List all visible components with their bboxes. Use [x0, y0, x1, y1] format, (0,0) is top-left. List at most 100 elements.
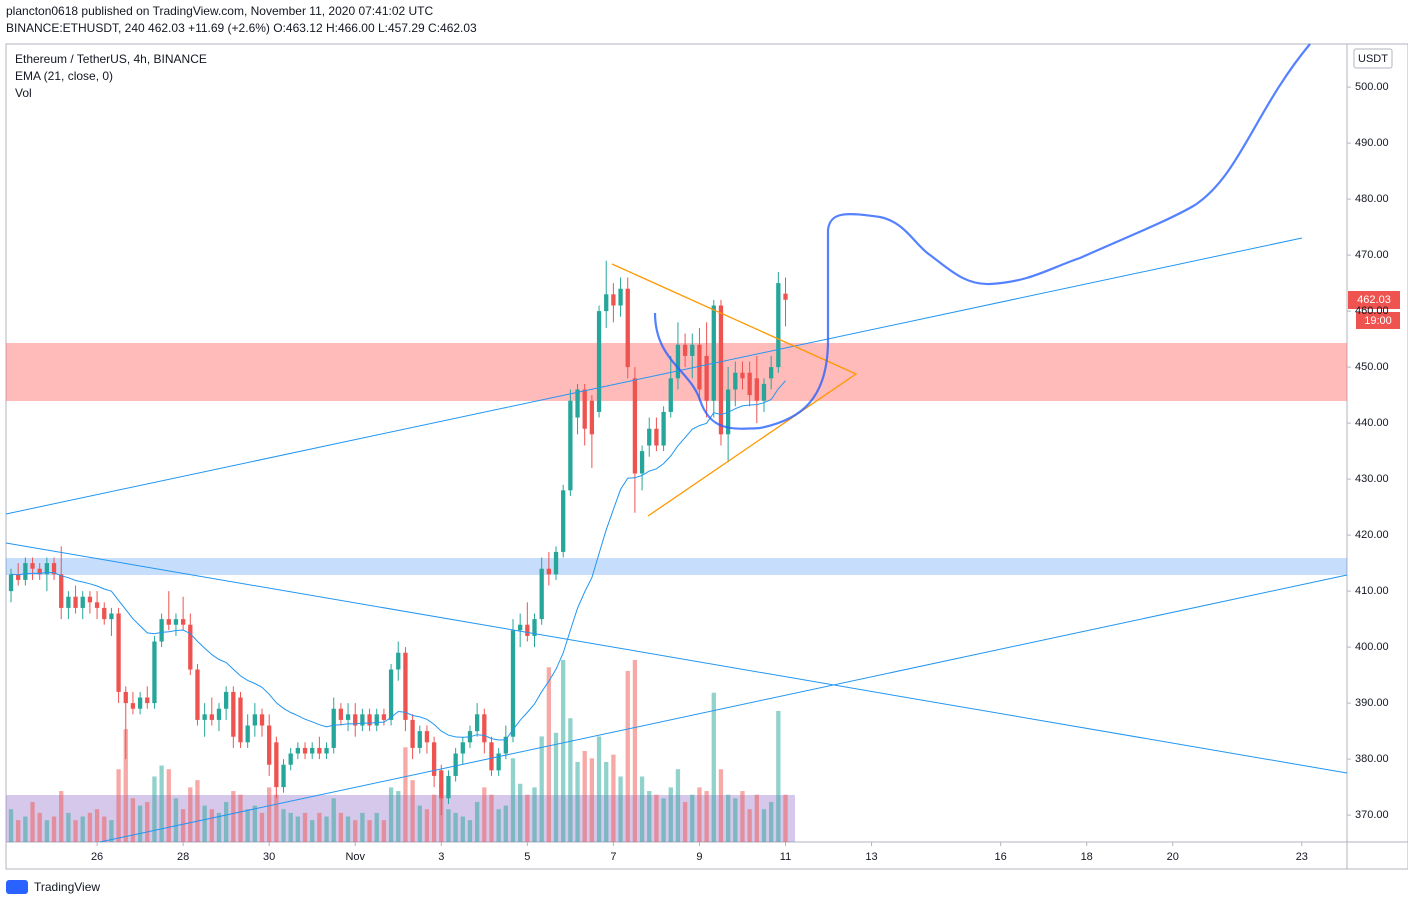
candle-body — [496, 753, 501, 771]
volume-bar — [224, 801, 229, 842]
volume-bar — [73, 820, 78, 842]
candle-body — [446, 775, 451, 799]
candle-body — [403, 652, 408, 720]
candle-body — [8, 574, 14, 592]
volume-bar — [604, 761, 609, 842]
volume-bar — [238, 794, 243, 842]
candle-body — [776, 283, 781, 368]
candle-body — [202, 714, 207, 720]
x-tick-label: 7 — [610, 851, 616, 863]
volume-bar — [417, 805, 422, 842]
last-price: 462.03 — [1357, 294, 1391, 306]
volume-bar — [725, 794, 731, 842]
candle-body — [274, 742, 279, 788]
candle-body — [80, 596, 85, 608]
volume-bar — [331, 798, 336, 842]
candle-body — [123, 691, 128, 704]
candle-body — [754, 378, 759, 401]
y-tick-label: 400.00 — [1355, 641, 1389, 653]
chart-frame — [5, 43, 1408, 870]
x-tick-label: 13 — [865, 851, 877, 863]
volume-bar — [733, 798, 738, 842]
volume-bar — [66, 812, 71, 842]
volume-bar — [173, 798, 179, 842]
volume-bar — [51, 816, 57, 842]
candle-body — [410, 719, 415, 748]
y-tick-label: 390.00 — [1355, 697, 1389, 709]
candle-body — [252, 714, 257, 726]
volume-bar — [23, 816, 28, 842]
candle-body — [682, 344, 688, 356]
candle-body — [460, 742, 465, 754]
candle-body — [518, 624, 523, 631]
volume-bar — [130, 798, 136, 842]
projection-path — [653, 43, 1311, 430]
volume-bar — [267, 787, 272, 842]
volume-bar — [532, 787, 537, 842]
candle-body — [295, 747, 301, 754]
candle-body — [740, 372, 745, 379]
candle-body — [604, 294, 609, 312]
candle-body — [761, 383, 767, 401]
candle-body — [661, 411, 666, 446]
volume-bar — [582, 751, 587, 842]
volume-bar — [381, 820, 387, 842]
volume-bar — [661, 798, 666, 842]
candle-body — [360, 714, 365, 726]
x-tick-label: 9 — [696, 851, 702, 863]
candle-body — [374, 714, 379, 726]
volume-bar — [632, 660, 638, 842]
candle-body — [589, 400, 595, 435]
candle-body — [130, 703, 136, 709]
volume-bar — [374, 812, 379, 842]
x-tick-label: 11 — [780, 851, 791, 863]
candle-body — [396, 652, 401, 670]
volume-bar — [611, 754, 616, 842]
volume-bar — [202, 805, 207, 842]
y-tick-label: 480.00 — [1355, 193, 1389, 205]
last-price-box — [1348, 291, 1400, 309]
y-tick-label: 490.00 — [1355, 137, 1389, 149]
volume-bar — [754, 794, 759, 842]
volume-bar — [561, 660, 566, 842]
volume-bar — [697, 787, 702, 842]
indicator-label: Vol — [15, 86, 32, 100]
candle-body — [102, 607, 107, 620]
candle-body — [675, 344, 681, 379]
candle-body — [345, 714, 351, 720]
candle-body — [546, 568, 552, 575]
volume-bar — [231, 791, 236, 842]
candle-body — [44, 563, 50, 575]
volume-bar — [690, 794, 695, 842]
candle-body — [417, 731, 422, 748]
candle-body — [152, 641, 157, 704]
x-tick-label: 23 — [1296, 851, 1308, 863]
volume-bar — [783, 794, 788, 842]
brand-logo — [6, 880, 28, 894]
candle-body — [747, 372, 752, 396]
candle-body — [503, 736, 508, 754]
volume-bar — [274, 794, 279, 842]
volume-bar — [360, 812, 365, 842]
candle-body — [324, 747, 329, 754]
symbol-line: BINANCE:ETHUSDT, 240 462.03 +11.69 (+2.6… — [6, 21, 477, 35]
candle-body — [59, 574, 64, 608]
volume-bar — [747, 809, 752, 842]
volume-bar — [410, 780, 415, 842]
candle-body — [474, 714, 480, 732]
trend-line — [5, 237, 1303, 515]
candle-body — [173, 619, 179, 625]
candle-body — [453, 753, 458, 776]
candle-body — [769, 367, 774, 379]
volume-bar — [625, 670, 630, 842]
candle-body — [625, 288, 630, 368]
volume-bar — [482, 787, 487, 842]
candle-body — [116, 613, 121, 692]
y-tick-label: 430.00 — [1355, 473, 1389, 485]
volume-bar — [353, 820, 358, 842]
candle-body — [439, 770, 444, 799]
ema-line — [10, 380, 786, 741]
candle-body — [632, 378, 638, 474]
candle-body — [73, 596, 78, 608]
